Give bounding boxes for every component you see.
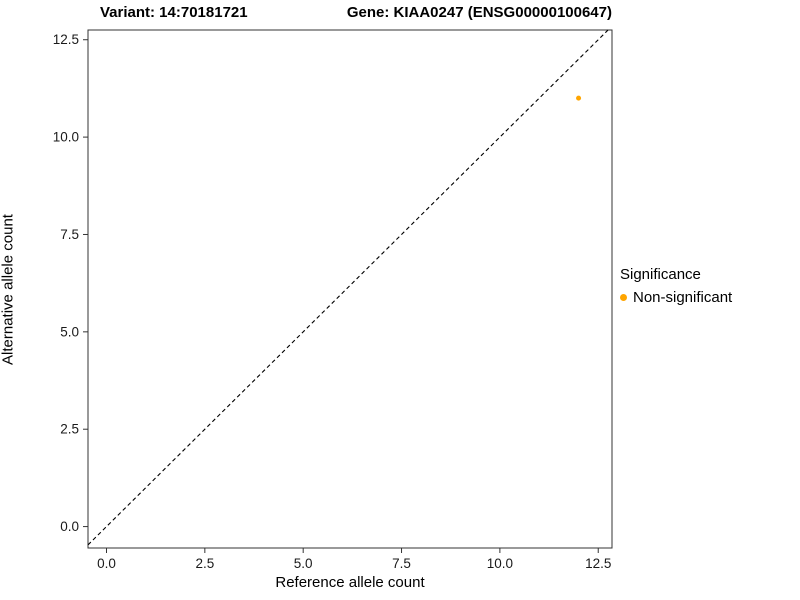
legend-item-label: Non-significant — [633, 289, 733, 306]
svg-text:12.5: 12.5 — [53, 32, 79, 47]
svg-text:2.5: 2.5 — [195, 556, 214, 571]
svg-text:5.0: 5.0 — [60, 324, 79, 339]
plot-title-variant: Variant: 14:70181721 — [100, 4, 248, 21]
y-axis-title: Alternative allele count — [0, 214, 17, 365]
legend-title: Significance — [620, 266, 701, 283]
svg-text:12.5: 12.5 — [585, 556, 611, 571]
legend-point-icon — [620, 294, 627, 301]
x-axis-title: Reference allele count — [275, 574, 425, 591]
svg-text:5.0: 5.0 — [294, 556, 313, 571]
plot-title-gene: Gene: KIAA0247 (ENSG00000100647) — [346, 4, 612, 21]
plot-title: Variant: 14:70181721 Gene: KIAA0247 (ENS… — [100, 4, 612, 21]
legend-item: Non-significant — [620, 289, 732, 306]
svg-text:7.5: 7.5 — [392, 556, 411, 571]
svg-text:7.5: 7.5 — [60, 227, 79, 242]
svg-text:0.0: 0.0 — [60, 519, 79, 534]
svg-text:10.0: 10.0 — [487, 556, 513, 571]
svg-text:2.5: 2.5 — [60, 422, 79, 437]
svg-text:0.0: 0.0 — [97, 556, 116, 571]
svg-text:10.0: 10.0 — [53, 130, 79, 145]
legend: Significance Non-significant — [620, 266, 732, 306]
